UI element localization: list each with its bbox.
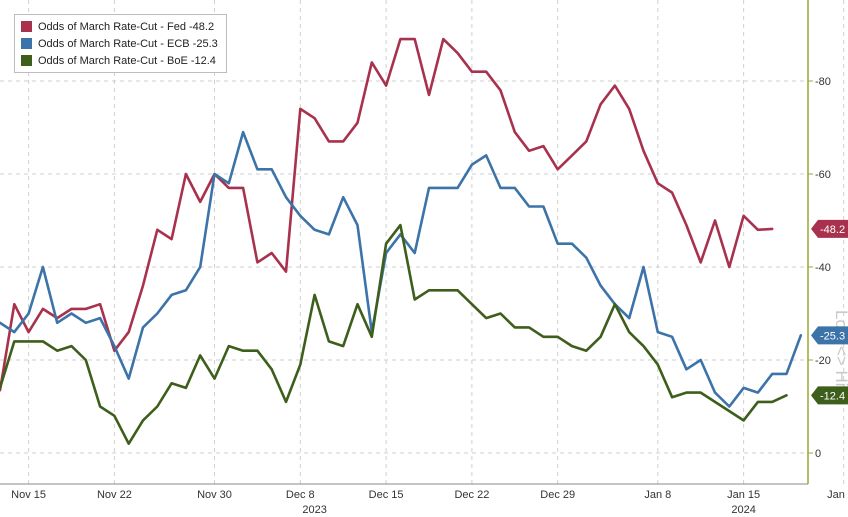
x-tick-label: Dec 15 (369, 489, 404, 501)
ecb-swatch-icon (21, 38, 32, 49)
x-tick-label: Dec 22 (454, 489, 489, 501)
x-tick-label: Nov 30 (197, 489, 232, 501)
legend-entry-boe: Odds of March Rate-Cut - BoE -12.4 (21, 52, 218, 69)
y-tick-label: -20 (815, 355, 831, 367)
legend-value-boe: -12.4 (190, 54, 216, 67)
end-value-label-2: -12.4 (820, 390, 845, 402)
y-tick-label: -40 (815, 262, 831, 274)
end-value-label-1: -25.3 (820, 330, 845, 342)
fed-swatch-icon (21, 21, 32, 32)
y-tick-label: -60 (815, 169, 831, 181)
end-value-tag-1 (811, 326, 848, 345)
y-tick-label: 0 (815, 448, 821, 460)
end-value-label-0: -48.2 (820, 224, 845, 236)
end-value-tag-0 (811, 219, 848, 238)
x-tick-label: Jan 23 (827, 489, 848, 501)
end-value-tag-2 (811, 386, 848, 405)
series-line-2 (0, 223, 788, 446)
legend-label-ecb: Odds of March Rate-Cut - ECB (38, 37, 190, 50)
series-line-1 (0, 130, 803, 408)
x-tick-label: Jan 8 (644, 489, 671, 501)
x-tick-label: Dec 29 (540, 489, 575, 501)
x-tick-label: Jan 15 (727, 489, 760, 501)
legend-entry-fed: Odds of March Rate-Cut - Fed -48.2 (21, 18, 218, 35)
year-label: 2023 (302, 504, 326, 516)
x-tick-label: Nov 15 (11, 489, 46, 501)
chart-legend: Odds of March Rate-Cut - Fed -48.2 Odds … (14, 14, 227, 73)
x-tick-label: Dec 8 (286, 489, 315, 501)
legend-entry-ecb: Odds of March Rate-Cut - ECB -25.3 (21, 35, 218, 52)
legend-label-fed: Odds of March Rate-Cut - Fed (38, 20, 186, 33)
boe-swatch-icon (21, 55, 32, 66)
year-label: 2024 (731, 504, 755, 516)
legend-value-fed: -48.2 (189, 20, 215, 33)
legend-value-ecb: -25.3 (192, 37, 218, 50)
x-tick-label: Nov 22 (97, 489, 132, 501)
legend-label-boe: Odds of March Rate-Cut - BoE (38, 54, 188, 67)
y-tick-label: -80 (815, 76, 831, 88)
series-line-0 (0, 37, 774, 392)
